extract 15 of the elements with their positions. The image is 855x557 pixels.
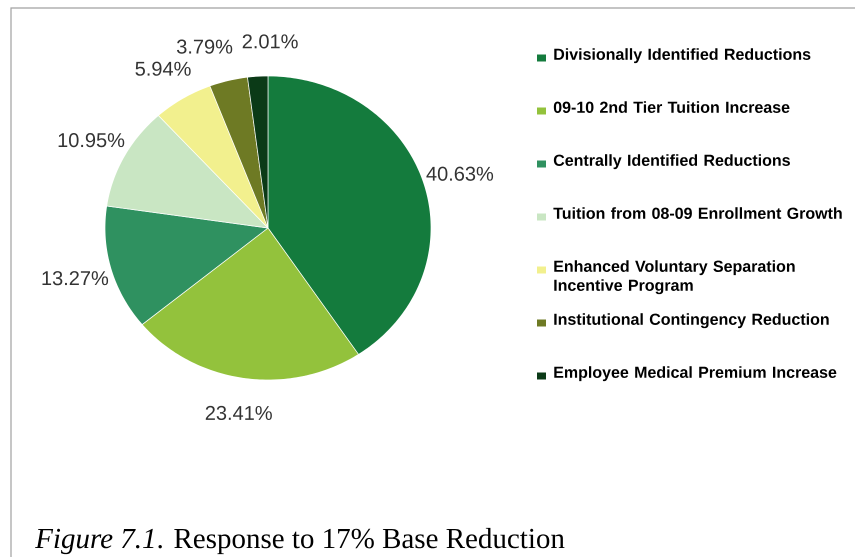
- data-label: 40.63%: [426, 166, 494, 181]
- legend-label: Divisionally Identified Reductions: [554, 48, 810, 64]
- data-label: 2.01%: [242, 34, 298, 48]
- legend-label: Centrally Identified Reductions: [554, 154, 790, 170]
- data-label: 3.79%: [176, 40, 232, 54]
- legend-label: Employee Medical Premium Increase: [554, 366, 836, 382]
- legend-label: Enhanced Voluntary Separation Incentive Program: [554, 260, 795, 294]
- data-label: 13.27%: [42, 271, 108, 286]
- legend-label: Tuition from 08-09 Enrollment Growth: [553, 207, 842, 219]
- data-label: 5.94%: [135, 62, 191, 76]
- legend-label: 09-10 2nd Tier Tuition Increase: [554, 101, 790, 113]
- data-label: 10.95%: [58, 133, 124, 148]
- data-label: 23.41%: [206, 406, 272, 420]
- legend-label: Institutional Contingency Reduction: [554, 313, 829, 328]
- text: Figure 7.1. Response to 17% Base Reduction: [35, 528, 564, 554]
